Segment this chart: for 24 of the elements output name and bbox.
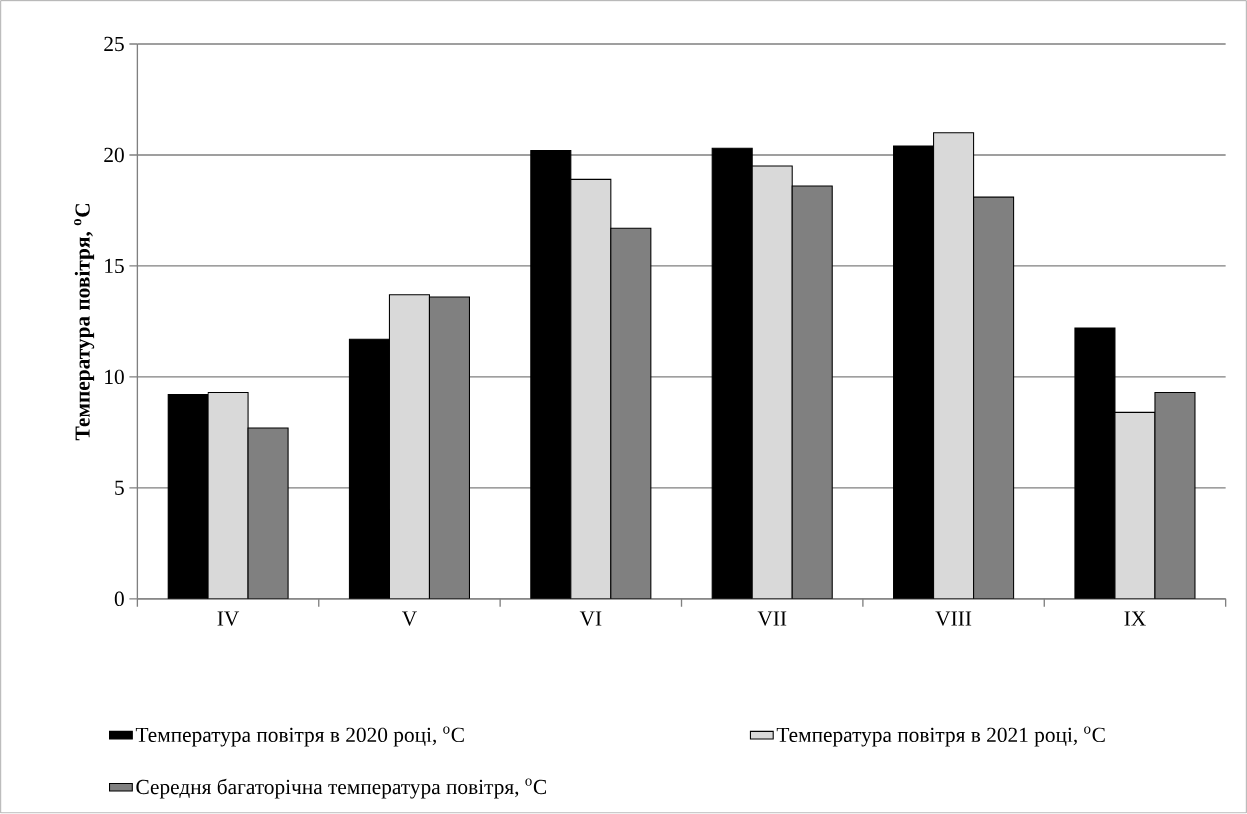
legend-label: Середня багаторічна температура повітря, $^{o}$C <box>136 778 546 799</box>
x-tick-label: IX <box>1124 611 1146 626</box>
bar <box>1114 412 1156 600</box>
bar <box>570 179 612 600</box>
bar <box>208 392 249 600</box>
bar <box>1154 392 1196 600</box>
x-tick-label: IV <box>217 611 240 627</box>
bar <box>248 428 289 600</box>
legend-label: Температура повітря в 2020 році, $^{o}$C <box>135 726 464 747</box>
bar <box>933 132 975 600</box>
y-tick-label: 10 <box>105 369 124 385</box>
y-tick-label: 25 <box>104 37 124 52</box>
y-tick-label: 20 <box>104 148 124 163</box>
y-tick-label: 5 <box>115 480 124 496</box>
x-tick-label: VI <box>579 611 602 627</box>
x-tick-label: V <box>401 611 417 627</box>
x-tick-label: VIII <box>935 611 972 627</box>
y-axis-title: Температура повітря, $^{o}$C <box>74 204 95 441</box>
bar <box>751 165 793 600</box>
y-tick-label: 0 <box>114 591 124 607</box>
bar <box>388 294 430 600</box>
legend-label: Температура повітря в 2021 році, $^{o}$C <box>776 726 1105 747</box>
x-tick-label: VII <box>757 611 787 627</box>
y-tick-label: 15 <box>105 259 124 274</box>
